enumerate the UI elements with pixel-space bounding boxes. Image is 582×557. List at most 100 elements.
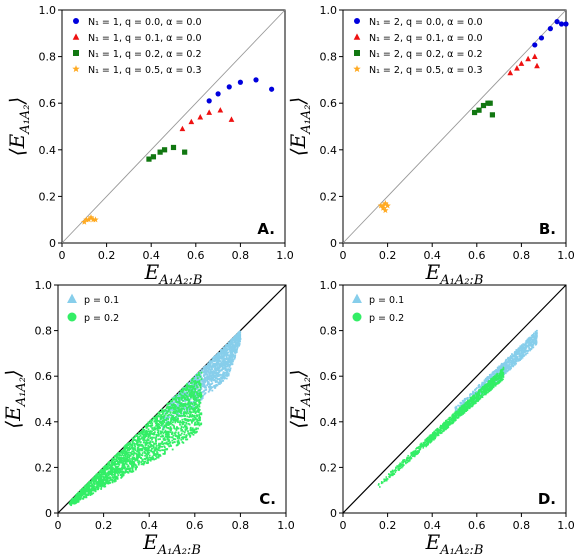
data-point <box>137 455 140 458</box>
data-point <box>199 401 202 404</box>
data-point <box>151 427 154 430</box>
data-point <box>156 425 159 428</box>
data-point <box>231 360 234 363</box>
data-point <box>478 383 481 386</box>
data-point <box>230 353 233 356</box>
data-point <box>216 363 219 366</box>
data-point <box>123 464 126 467</box>
data-point <box>100 486 103 489</box>
data-point <box>505 369 508 372</box>
data-point <box>138 443 141 446</box>
data-point <box>181 391 184 394</box>
data-point <box>139 434 142 437</box>
data-point <box>392 470 394 473</box>
data-point <box>532 335 535 338</box>
data-point <box>99 485 102 487</box>
data-point <box>180 405 183 407</box>
data-point <box>527 345 530 348</box>
data-point <box>165 441 168 444</box>
data-point <box>382 200 389 207</box>
data-point <box>182 420 185 423</box>
data-point <box>210 365 213 368</box>
data-point <box>172 403 175 405</box>
data-point <box>521 347 523 349</box>
data-point <box>507 69 514 76</box>
data-point <box>198 389 201 392</box>
data-point <box>187 412 190 415</box>
data-point <box>109 479 112 481</box>
data-point <box>122 450 125 453</box>
data-point <box>486 378 489 380</box>
data-point <box>198 401 200 403</box>
data-point <box>133 439 136 441</box>
data-point <box>174 409 177 411</box>
data-point <box>213 371 215 373</box>
data-point <box>111 481 114 484</box>
data-point <box>173 427 176 430</box>
data-point <box>81 490 83 492</box>
data-point <box>526 342 528 344</box>
data-point <box>131 467 134 470</box>
data-point <box>227 368 230 371</box>
data-point <box>98 481 101 484</box>
data-point <box>448 418 450 421</box>
data-point <box>174 407 177 409</box>
data-point <box>159 454 162 457</box>
data-point <box>185 422 188 425</box>
data-point <box>161 431 164 433</box>
data-point <box>212 359 215 362</box>
data-point <box>161 440 164 443</box>
data-point <box>487 377 490 380</box>
data-point <box>119 469 122 472</box>
data-point <box>159 445 162 448</box>
data-point <box>204 371 207 374</box>
data-point <box>237 332 240 335</box>
data-point <box>227 373 230 375</box>
data-point <box>454 409 457 412</box>
data-point <box>184 419 187 421</box>
data-point <box>103 476 106 479</box>
data-point <box>199 419 201 422</box>
data-point <box>208 371 211 374</box>
data-point <box>146 438 149 441</box>
data-point <box>496 370 498 373</box>
data-point <box>221 351 224 353</box>
data-point <box>106 476 109 478</box>
data-point <box>206 376 209 379</box>
data-point <box>143 441 145 444</box>
data-point <box>211 378 214 381</box>
data-point <box>186 391 189 394</box>
data-point <box>176 410 179 413</box>
data-point <box>131 466 134 469</box>
data-point <box>149 441 151 444</box>
data-point <box>163 410 166 413</box>
data-point <box>185 388 188 391</box>
data-point <box>155 417 158 420</box>
panel-label: C. <box>259 490 276 508</box>
data-point <box>135 452 138 455</box>
data-point <box>116 472 119 475</box>
data-point <box>192 418 194 420</box>
data-point <box>154 422 157 425</box>
data-point <box>212 376 215 379</box>
data-point <box>117 474 120 476</box>
data-point <box>167 440 170 443</box>
x-tick-label: 0.8 <box>232 249 250 262</box>
data-point <box>227 341 230 344</box>
data-point <box>174 421 177 424</box>
data-point <box>116 456 119 459</box>
data-point <box>184 402 187 405</box>
data-point <box>167 421 169 424</box>
data-point <box>518 60 525 66</box>
data-point <box>198 414 201 417</box>
y-tick-label: 0.6 <box>320 97 338 110</box>
data-point <box>106 474 108 477</box>
data-point <box>489 112 496 118</box>
data-point <box>515 359 518 362</box>
data-point <box>154 418 157 421</box>
data-point <box>146 156 152 162</box>
data-point <box>414 449 417 452</box>
data-point <box>214 364 217 367</box>
data-point <box>98 485 101 487</box>
data-point <box>99 474 102 477</box>
